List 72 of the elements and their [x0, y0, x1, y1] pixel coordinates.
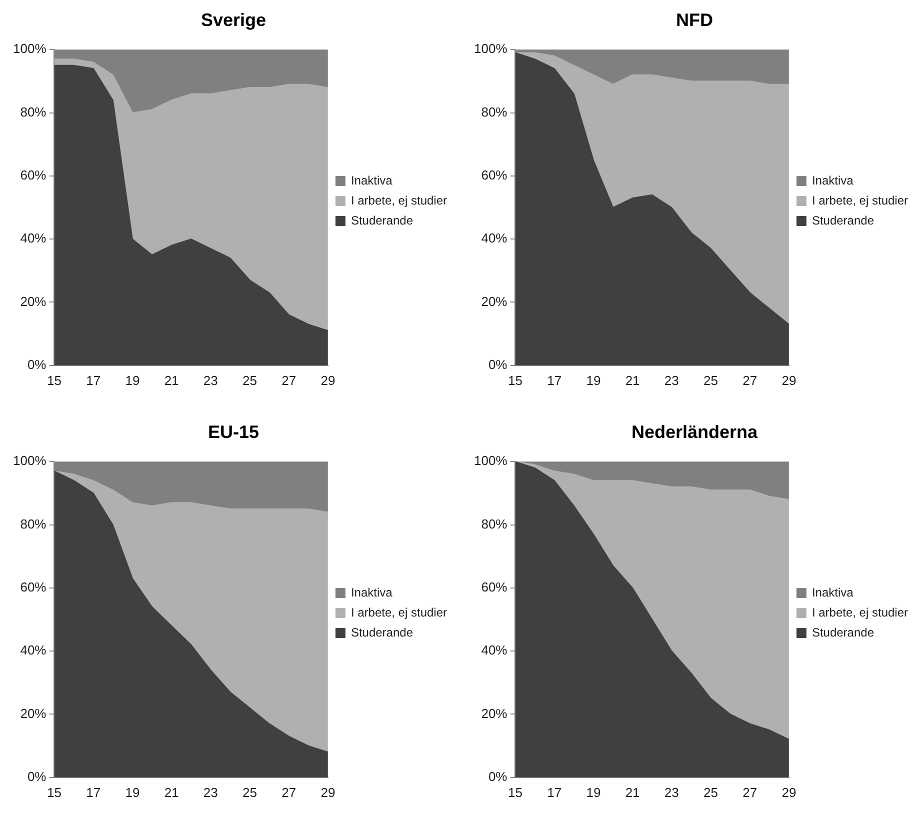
y-tick-label: 100% — [13, 41, 47, 56]
x-tick-label: 23 — [203, 784, 218, 800]
x-tick-label: 17 — [547, 784, 562, 800]
x-tick-label: 27 — [742, 784, 758, 800]
x-tick-label: 27 — [742, 372, 758, 388]
y-tick-label: 40% — [20, 230, 47, 246]
y-tick-label: 60% — [20, 580, 47, 594]
chart-title: EU-15 — [208, 422, 260, 442]
x-tick-label: 19 — [125, 372, 140, 388]
x-tick-label: 23 — [664, 784, 679, 800]
y-tick-label: 40% — [481, 230, 508, 246]
x-tick-label: 27 — [282, 784, 296, 800]
legend-label: I arbete, ej studier — [350, 193, 448, 208]
y-tick-label: 40% — [481, 642, 508, 658]
x-tick-label: 15 — [47, 372, 62, 388]
y-tick-label: 20% — [481, 706, 508, 721]
x-tick-label: 21 — [625, 372, 640, 388]
y-tick-label: 80% — [20, 104, 47, 120]
x-tick-label: 21 — [164, 784, 179, 800]
y-tick-label: 20% — [20, 706, 47, 721]
x-tick-label: 25 — [704, 372, 718, 388]
legend-label: Inaktiva — [812, 173, 854, 188]
legend-label: Inaktiva — [350, 173, 393, 188]
legend-label: Inaktiva — [812, 585, 854, 600]
y-tick-label: 100% — [474, 41, 508, 56]
x-tick-label: 19 — [586, 372, 601, 388]
x-tick-label: 15 — [47, 784, 62, 800]
chart-title: Sverige — [200, 10, 266, 30]
y-tick-label: 100% — [13, 453, 47, 468]
y-tick-label: 20% — [20, 294, 47, 309]
y-tick-label: 0% — [27, 356, 47, 372]
legend-label: I arbete, ej studier — [812, 193, 908, 208]
x-tick-label: 15 — [508, 372, 522, 388]
legend-label: Studerande — [350, 213, 414, 228]
legend-label: Studerande — [812, 625, 874, 640]
y-tick-label: 20% — [481, 294, 508, 309]
x-tick-label: 27 — [282, 372, 296, 388]
y-tick-label: 60% — [481, 580, 508, 594]
x-tick-label: 29 — [782, 372, 796, 388]
legend-label: Studerande — [812, 213, 874, 228]
y-tick-label: 0% — [27, 768, 47, 784]
x-tick-label: 21 — [164, 372, 179, 388]
y-tick-label: 80% — [481, 104, 508, 120]
y-tick-label: 60% — [481, 168, 508, 182]
legend-label: I arbete, ej studier — [350, 605, 448, 620]
x-tick-label: 29 — [782, 784, 796, 800]
x-tick-label: 29 — [320, 372, 336, 388]
y-tick-label: 100% — [474, 453, 508, 468]
legend-label: Studerande — [350, 625, 414, 640]
x-tick-label: 23 — [203, 372, 218, 388]
chart-title: NFD — [676, 10, 713, 30]
x-tick-label: 17 — [547, 372, 562, 388]
x-tick-label: 17 — [86, 784, 101, 800]
x-tick-label: 19 — [125, 784, 140, 800]
legend-label: Inaktiva — [350, 585, 393, 600]
x-tick-label: 29 — [320, 784, 336, 800]
x-tick-label: 17 — [86, 372, 101, 388]
x-tick-label: 15 — [508, 784, 522, 800]
y-tick-label: 0% — [488, 768, 508, 784]
y-tick-label: 80% — [20, 516, 47, 532]
x-tick-label: 25 — [704, 784, 718, 800]
legend-label: I arbete, ej studier — [812, 605, 908, 620]
chart-title: Nederländerna — [631, 422, 759, 442]
y-tick-label: 40% — [20, 642, 47, 658]
x-tick-label: 25 — [242, 784, 257, 800]
y-tick-label: 80% — [481, 516, 508, 532]
x-tick-label: 23 — [664, 372, 679, 388]
x-tick-label: 19 — [586, 784, 601, 800]
y-tick-label: 0% — [488, 356, 508, 372]
y-tick-label: 60% — [20, 168, 47, 182]
x-tick-label: 25 — [242, 372, 257, 388]
x-tick-label: 21 — [625, 784, 640, 800]
